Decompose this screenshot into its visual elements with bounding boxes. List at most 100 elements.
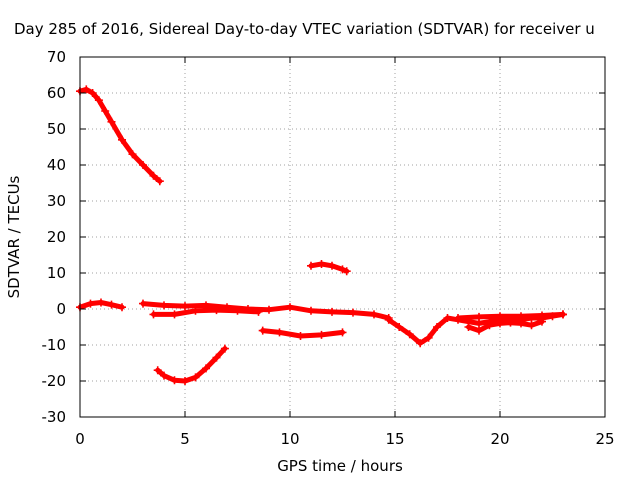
data-point (370, 310, 378, 319)
data-point (254, 307, 263, 316)
series-line (151, 307, 261, 317)
series-arc-3 (307, 260, 351, 276)
data-point (384, 315, 393, 324)
data-point (94, 96, 103, 105)
data-point (86, 299, 95, 308)
data-point (212, 353, 221, 362)
data-point (170, 376, 179, 385)
data-point (97, 298, 105, 307)
y-tick-label: 40 (47, 156, 66, 174)
data-point (517, 312, 525, 321)
data-point (181, 377, 189, 385)
series-arc-7 (258, 326, 347, 340)
data-point (443, 314, 452, 322)
data-point (395, 323, 404, 331)
x-tick-label: 0 (75, 430, 85, 448)
data-point (433, 323, 441, 331)
x-tick-label: 25 (595, 430, 614, 448)
data-point (342, 267, 351, 276)
data-point (160, 371, 168, 380)
data-point (338, 328, 347, 337)
series-arc-2 (153, 344, 229, 385)
x-tick-label: 15 (385, 430, 404, 448)
grid (80, 57, 605, 417)
data-point (527, 321, 536, 330)
data-point (275, 328, 284, 337)
y-tick-label: -30 (42, 408, 67, 426)
data-point (107, 300, 116, 309)
y-axis-label: SDTVAR / TECUs (5, 175, 23, 298)
y-tick-label: -20 (42, 372, 67, 390)
series-arc-9 (464, 317, 546, 335)
x-axis-label: GPS time / hours (277, 457, 403, 475)
data-point (296, 332, 305, 340)
data-point (485, 321, 494, 330)
data-point (191, 306, 200, 315)
data-point (338, 265, 347, 274)
series-arc-10 (454, 310, 567, 322)
x-tick-label: 20 (490, 430, 509, 448)
data-point (317, 260, 326, 268)
data-point (88, 89, 97, 97)
data-point (155, 177, 164, 186)
series-line (77, 86, 163, 184)
data-point (139, 299, 147, 308)
data-point (307, 306, 315, 315)
data-point (258, 326, 267, 335)
plot-frame (79, 56, 606, 418)
y-tick-label: 50 (47, 120, 66, 138)
series-line (260, 328, 345, 339)
data-point (118, 135, 126, 144)
data-point (475, 312, 483, 321)
data-point (464, 323, 473, 331)
x-tick-label: 5 (180, 430, 190, 448)
data-point (139, 161, 147, 169)
data-point (118, 303, 126, 312)
series-line (455, 311, 566, 321)
data-point (286, 303, 294, 312)
data-point (328, 261, 336, 270)
axis-ticks: 0 5 10 15 20 25 -30 -20 -10 0 10 20 30 40 50 60 70 (42, 48, 615, 448)
data-point (149, 310, 158, 319)
y-tick-label: 20 (47, 228, 66, 246)
series-arc-5 (139, 299, 393, 322)
data-point (191, 373, 200, 382)
data-point (265, 305, 273, 314)
data-point (328, 307, 336, 316)
data-point (317, 330, 326, 339)
data-point (538, 311, 546, 320)
series-arc-1 (76, 85, 164, 186)
y-tick-label: -10 (42, 336, 67, 354)
x-tick-label: 10 (280, 430, 299, 448)
data-point (307, 261, 315, 270)
series-arc-6 (149, 306, 263, 319)
chart-title: Day 285 of 2016, Sidereal Day-to-day VTE… (14, 20, 595, 38)
data-point (506, 318, 515, 327)
data-point (128, 150, 137, 159)
data-point (149, 171, 158, 180)
data-point (349, 308, 357, 317)
y-tick-label: 60 (47, 84, 66, 102)
data-point (233, 306, 242, 315)
data-point (559, 310, 567, 319)
data-point (517, 319, 525, 328)
data-point (170, 310, 179, 319)
data-point (405, 330, 414, 339)
y-tick-label: 0 (56, 300, 66, 318)
y-tick-label: 30 (47, 192, 66, 210)
data-point (496, 312, 504, 321)
data-point (220, 344, 229, 353)
y-tick-label: 70 (47, 48, 66, 66)
data-point (160, 301, 168, 310)
data-point (153, 366, 162, 375)
data-point (496, 319, 504, 328)
data-point (475, 326, 483, 335)
data-point (82, 85, 91, 94)
data-point (181, 302, 189, 311)
data-point (416, 339, 425, 348)
data-series (76, 85, 567, 385)
data-point (107, 117, 116, 126)
data-point (212, 306, 221, 315)
y-tick-label: 10 (47, 264, 66, 282)
